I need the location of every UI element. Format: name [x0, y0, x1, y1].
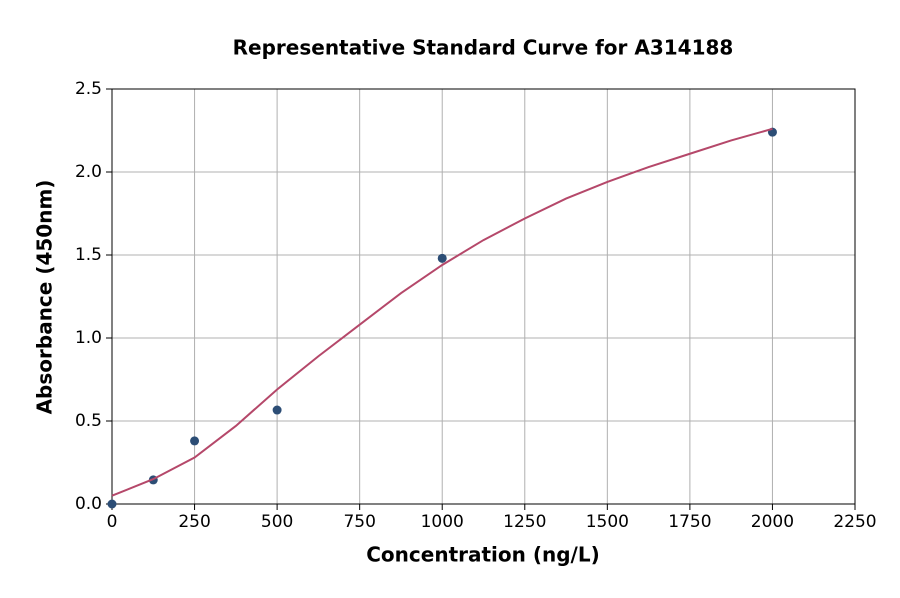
x-tick-label: 750: [343, 512, 375, 532]
x-tick-label: 1750: [668, 512, 711, 532]
plot-frame: [111, 88, 856, 505]
y-tick-label: 2.5: [75, 79, 102, 99]
y-tick-label: 0.0: [75, 494, 102, 514]
data-point: [437, 253, 447, 263]
x-tick-label: 2000: [751, 512, 794, 532]
data-point: [272, 405, 282, 415]
x-tick-label: 1250: [503, 512, 546, 532]
x-tick-label: 500: [261, 512, 293, 532]
data-point: [107, 499, 117, 509]
x-tick-label: 0: [107, 512, 118, 532]
x-tick-label: 2250: [833, 512, 876, 532]
x-axis-label: Concentration (ng/L): [366, 543, 599, 567]
data-point: [190, 436, 200, 446]
x-tick-label: 1500: [586, 512, 629, 532]
x-tick-label: 250: [178, 512, 210, 532]
y-tick-label: 2.0: [75, 162, 102, 182]
y-tick-label: 1.0: [75, 328, 102, 348]
chart-title: Representative Standard Curve for A31418…: [233, 36, 734, 60]
fit-curve: [111, 127, 773, 497]
y-tick-label: 1.5: [75, 245, 102, 265]
x-tick-label: 1000: [421, 512, 464, 532]
y-axis-label: Absorbance (450nm): [33, 180, 57, 415]
y-tick-label: 0.5: [75, 411, 102, 431]
